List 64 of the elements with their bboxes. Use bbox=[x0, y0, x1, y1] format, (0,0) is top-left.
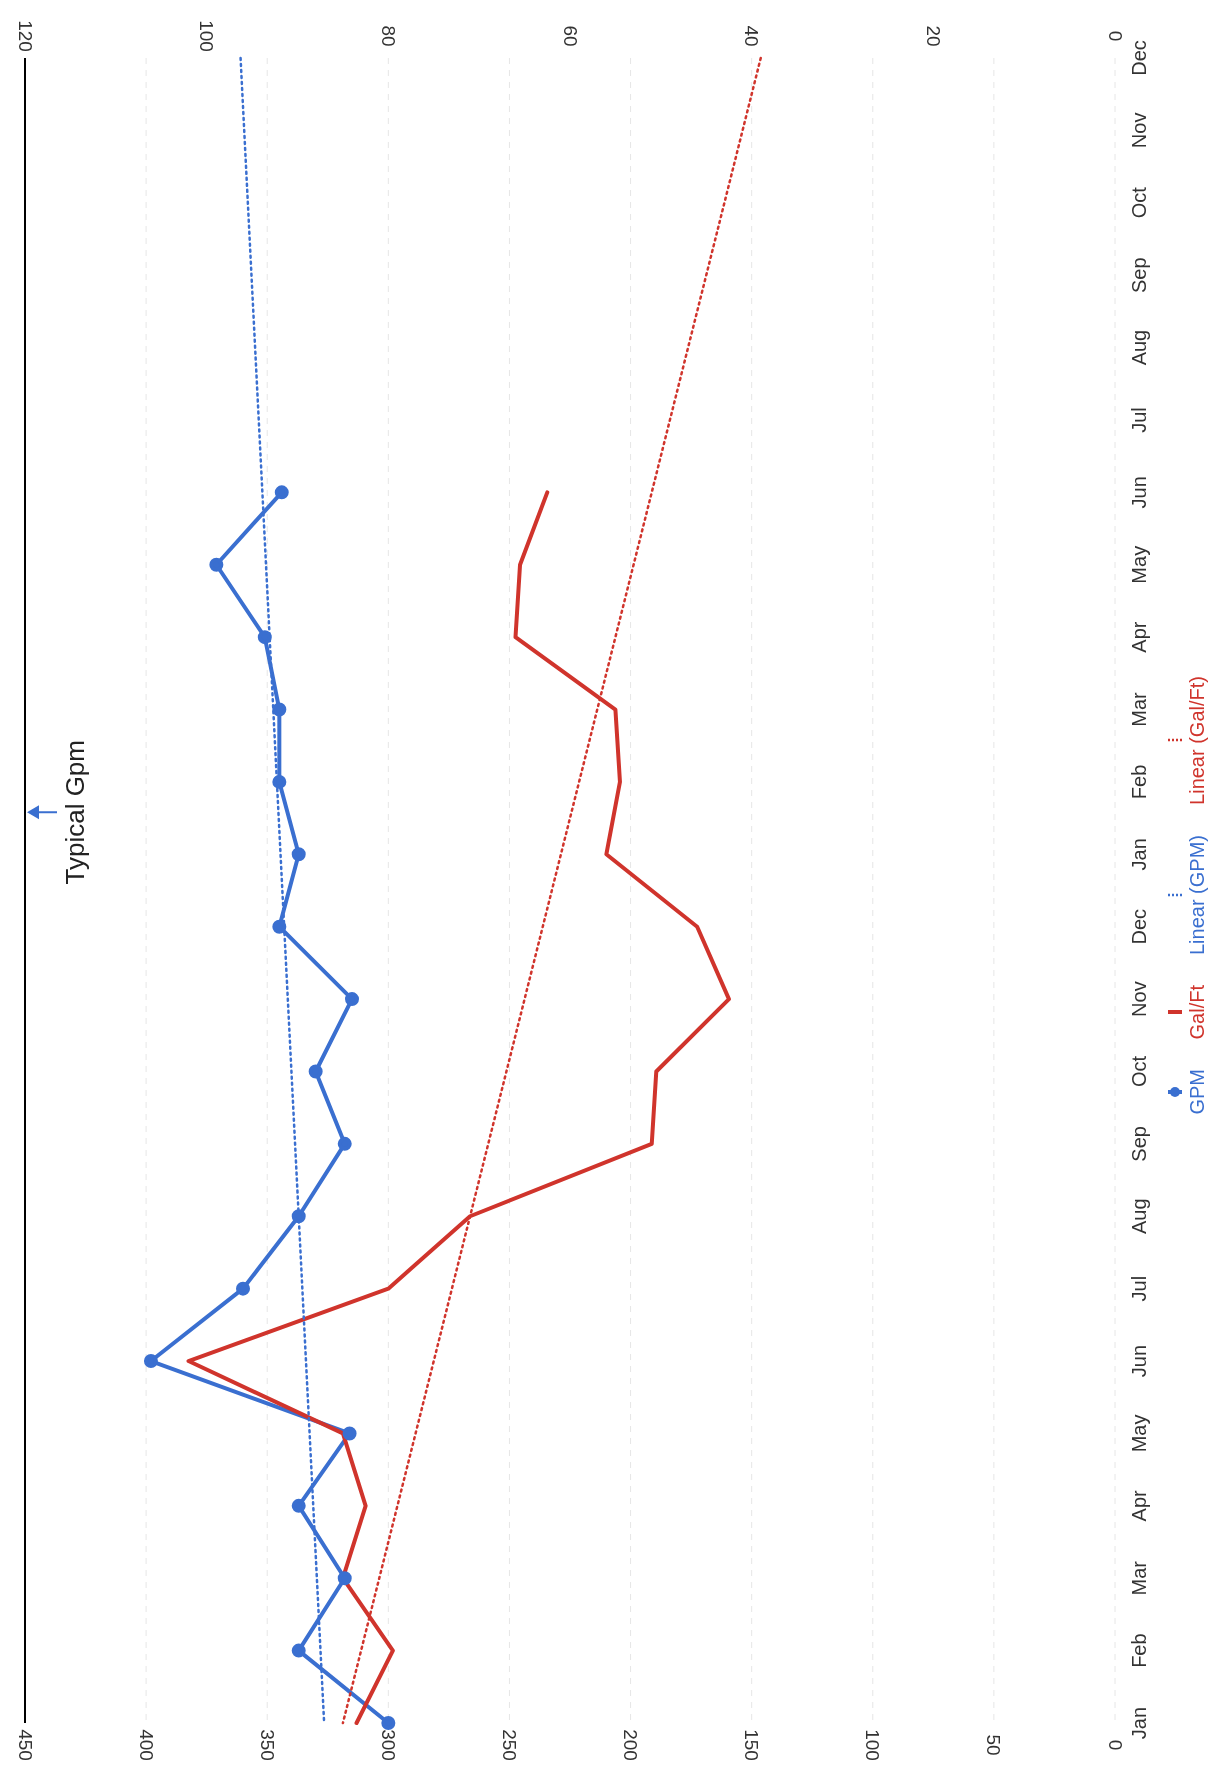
y-tick-label: Feb bbox=[1128, 1633, 1150, 1668]
ref-line-label: Typical Gpm bbox=[60, 739, 90, 885]
y-tick-label: Jun bbox=[1128, 476, 1150, 509]
x-tick-label: 200 bbox=[620, 1729, 642, 1761]
x-tick-label: 350 bbox=[256, 1729, 278, 1761]
point bbox=[272, 702, 287, 717]
x2-tick-label: 0 bbox=[1104, 30, 1126, 42]
y-tick-label: Jun bbox=[1128, 1344, 1150, 1378]
point bbox=[209, 557, 224, 572]
point bbox=[291, 1498, 306, 1513]
y-tick-label: Dec bbox=[1128, 40, 1150, 76]
y-tick-label: May bbox=[1128, 1414, 1150, 1453]
y-tick-label: Nov bbox=[1128, 112, 1150, 149]
y-tick-label: Jan bbox=[1128, 838, 1150, 871]
x-tick-label: 400 bbox=[135, 1729, 157, 1761]
x-tick-label: 100 bbox=[862, 1729, 884, 1761]
point bbox=[337, 1571, 352, 1586]
point bbox=[236, 1281, 250, 1296]
point bbox=[272, 919, 287, 934]
point bbox=[337, 1136, 352, 1151]
y-tick-label: Feb bbox=[1128, 764, 1150, 800]
point bbox=[257, 630, 272, 645]
point bbox=[342, 1426, 357, 1441]
y-tick-label: Sep bbox=[1128, 1126, 1150, 1162]
x-tick-label: 150 bbox=[741, 1729, 763, 1761]
point bbox=[291, 1209, 306, 1224]
y-tick-label: Oct bbox=[1128, 186, 1150, 219]
point bbox=[381, 1716, 396, 1730]
point bbox=[308, 1064, 323, 1079]
point bbox=[143, 1354, 158, 1369]
y-tick-label: Aug bbox=[1128, 329, 1150, 366]
y-tick-label: Mar bbox=[1128, 1560, 1150, 1596]
legend-label: GPM bbox=[1186, 1069, 1209, 1115]
legend-label: Linear (GPM) bbox=[1186, 834, 1209, 955]
x2-tick-label: 80 bbox=[377, 25, 399, 47]
x2-tick-label: 40 bbox=[741, 25, 763, 47]
x2-tick-label: 60 bbox=[559, 25, 581, 47]
x2-tick-label: 100 bbox=[196, 20, 218, 52]
x2-tick-label: 20 bbox=[922, 25, 944, 47]
x-tick-label: 0 bbox=[1104, 1739, 1126, 1751]
point bbox=[345, 992, 359, 1007]
legend-label: Linear (Gal/Ft) bbox=[1186, 676, 1209, 805]
x-tick-label: 450 bbox=[14, 1729, 36, 1761]
point bbox=[291, 1643, 306, 1658]
y-tick-label: Sep bbox=[1128, 257, 1150, 293]
point bbox=[291, 847, 306, 862]
y-tick-label: Jul bbox=[1128, 407, 1150, 433]
point bbox=[274, 485, 289, 500]
y-tick-label: Jul bbox=[1128, 1275, 1150, 1302]
y-tick-label: Jan bbox=[1128, 1706, 1150, 1740]
y-tick-label: Mar bbox=[1128, 691, 1150, 727]
point bbox=[272, 774, 287, 789]
y-tick-label: Apr bbox=[1128, 621, 1150, 653]
y-tick-label: Dec bbox=[1128, 908, 1150, 945]
x2-tick-label: 120 bbox=[14, 20, 36, 52]
y-tick-label: Nov bbox=[1128, 981, 1150, 1017]
x-tick-label: 300 bbox=[377, 1729, 399, 1761]
x-tick-label: 50 bbox=[983, 1734, 1005, 1756]
y-tick-label: Aug bbox=[1128, 1198, 1150, 1235]
y-tick-label: May bbox=[1128, 545, 1150, 584]
x-tick-label: 250 bbox=[498, 1729, 520, 1761]
y-tick-label: Oct bbox=[1128, 1055, 1150, 1088]
legend-label: Gal/Ft bbox=[1186, 984, 1209, 1040]
y-tick-label: Apr bbox=[1128, 1489, 1150, 1522]
